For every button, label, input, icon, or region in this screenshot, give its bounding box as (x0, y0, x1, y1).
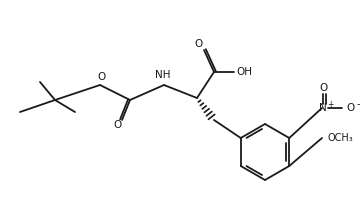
Text: NH: NH (155, 70, 171, 80)
Text: +: + (327, 100, 333, 109)
Text: OCH₃: OCH₃ (327, 133, 353, 143)
Text: -: - (356, 99, 360, 109)
Text: OH: OH (236, 67, 252, 77)
Text: O: O (195, 39, 203, 49)
Text: O: O (347, 103, 355, 113)
Text: O: O (113, 120, 121, 130)
Text: O: O (97, 72, 105, 82)
Text: O: O (320, 83, 328, 93)
Text: N: N (319, 103, 327, 113)
